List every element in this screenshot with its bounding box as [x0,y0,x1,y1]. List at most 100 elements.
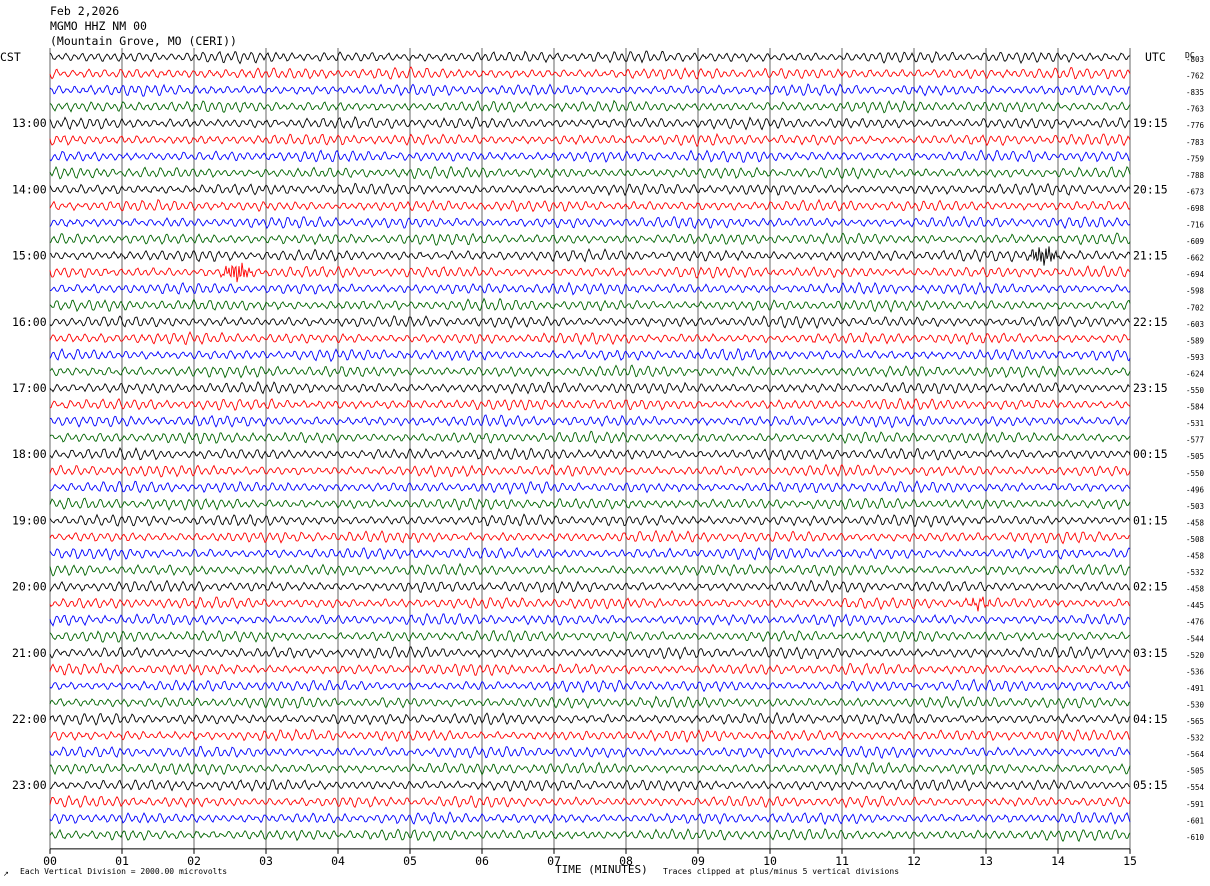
dc-offset-label: -601 [1186,816,1204,825]
x-tick-label: 08 [619,854,633,868]
left-hour-label: 14:00 [12,182,47,196]
x-tick-label: 11 [835,854,849,868]
dc-offset-label: -550 [1186,386,1205,395]
trace-line [49,50,1131,65]
x-tick-label: 13 [979,854,993,868]
trace-line [49,132,1131,148]
trace-line [49,779,1131,792]
trace-line [49,711,1131,726]
trace-line [49,662,1131,677]
dc-offset-label: -593 [1186,353,1204,362]
x-tick-label: 10 [763,854,777,868]
trace-line [49,695,1131,710]
trace-line [49,828,1131,843]
left-hour-label: 22:00 [12,712,47,726]
trace-line [49,629,1131,643]
left-hour-label: 18:00 [12,447,47,461]
trace-line [49,262,1131,283]
x-tick-label: 07 [547,854,561,868]
trace-line [49,529,1131,545]
dc-offset-label: -458 [1186,552,1205,561]
trace-line [49,381,1131,395]
dc-offset-label: -698 [1186,204,1205,213]
dc-offset-label: -803 [1186,55,1204,64]
dc-offset-label: -532 [1186,734,1204,743]
header-location: (Mountain Grove, MO (CERI)) [50,34,237,48]
x-tick-label: 03 [259,854,273,868]
dc-offset-label: -673 [1186,187,1204,196]
seismic-traces [49,50,1131,843]
dc-offset-label: -536 [1186,667,1205,676]
dc-offset-label: -835 [1186,88,1204,97]
dc-offset-label: -476 [1186,618,1205,627]
dc-offset-label: -496 [1186,485,1205,494]
header-date: Feb 2,2026 [50,4,119,18]
dc-offset-label: -458 [1186,518,1205,527]
dc-offset-label: -716 [1186,221,1205,230]
time-grid [49,48,1131,850]
right-hour-label: 02:15 [1133,580,1168,594]
dc-offset-label: -624 [1186,369,1205,378]
right-hour-label: 21:15 [1133,249,1168,263]
trace-line [49,794,1131,809]
right-hour-label: 20:15 [1133,182,1168,196]
trace-line [49,149,1131,163]
dc-column-label: DC [1185,51,1195,60]
left-timezone-label: CST [0,50,21,64]
right-hour-label: 22:15 [1133,315,1168,329]
dc-offset-label: -609 [1186,237,1204,246]
trace-line [49,463,1131,478]
trace-line [49,612,1131,628]
dc-offset-label: -505 [1186,452,1204,461]
trace-line [49,116,1131,131]
trace-line [49,232,1131,246]
left-hour-label: 15:00 [12,249,47,263]
dc-offset-label: -565 [1186,717,1204,726]
right-hour-label: 01:15 [1133,513,1168,527]
trace-line [49,480,1131,496]
dc-offset-label: -589 [1186,336,1204,345]
dc-offset-label: -550 [1186,469,1205,478]
trace-line [49,678,1131,694]
dc-offset-label: -610 [1186,833,1205,842]
left-hour-label: 17:00 [12,381,47,395]
dc-offset-label: -530 [1186,700,1205,709]
trace-line [49,761,1131,776]
dc-offset-label: -577 [1186,436,1204,445]
x-tick-label: 15 [1123,854,1137,868]
x-tick-label: 14 [1051,854,1065,868]
right-hour-label: 04:15 [1133,712,1168,726]
dc-offset-label: -702 [1186,303,1204,312]
right-hour-label: 00:15 [1133,447,1168,461]
trace-line [49,811,1131,826]
trace-line [49,745,1131,759]
header-block: Feb 2,2026 MGMO HHZ NM 00 (Mountain Grov… [50,4,237,48]
header-station: MGMO HHZ NM 00 [50,19,147,33]
left-hour-labels: 13:00 14:00 15:00 16:00 17:00 18:00 19:00 20:00… [12,116,47,792]
dc-offset-label: -788 [1186,171,1205,180]
dc-offset-label: -531 [1186,419,1204,428]
dc-offset-label: -564 [1186,750,1205,759]
left-hour-label: 20:00 [12,580,47,594]
trace-line [49,562,1131,577]
trace-line [49,281,1131,296]
dc-offset-label: -491 [1186,684,1204,693]
dc-offset-label: -520 [1186,651,1205,660]
left-hour-label: 13:00 [12,116,47,130]
scale-marker-icon: ↗ [3,870,9,878]
dc-offset-label: -532 [1186,568,1204,577]
trace-line [49,547,1131,561]
left-hour-label: 16:00 [12,315,47,329]
dc-offset-label: -783 [1186,138,1204,147]
trace-line [49,66,1131,81]
clip-note: Traces clipped at plus/minus 5 vertical … [663,867,899,876]
dc-offset-label: -505 [1186,767,1204,776]
trace-line [49,579,1131,594]
dc-offset-label: -763 [1186,105,1204,114]
x-tick-label: 05 [403,854,417,868]
dc-offset-label: -591 [1186,800,1204,809]
dc-offset-label: -508 [1186,535,1205,544]
trace-line [49,397,1131,411]
dc-offset-label: -445 [1186,601,1204,610]
trace-line [49,646,1131,660]
